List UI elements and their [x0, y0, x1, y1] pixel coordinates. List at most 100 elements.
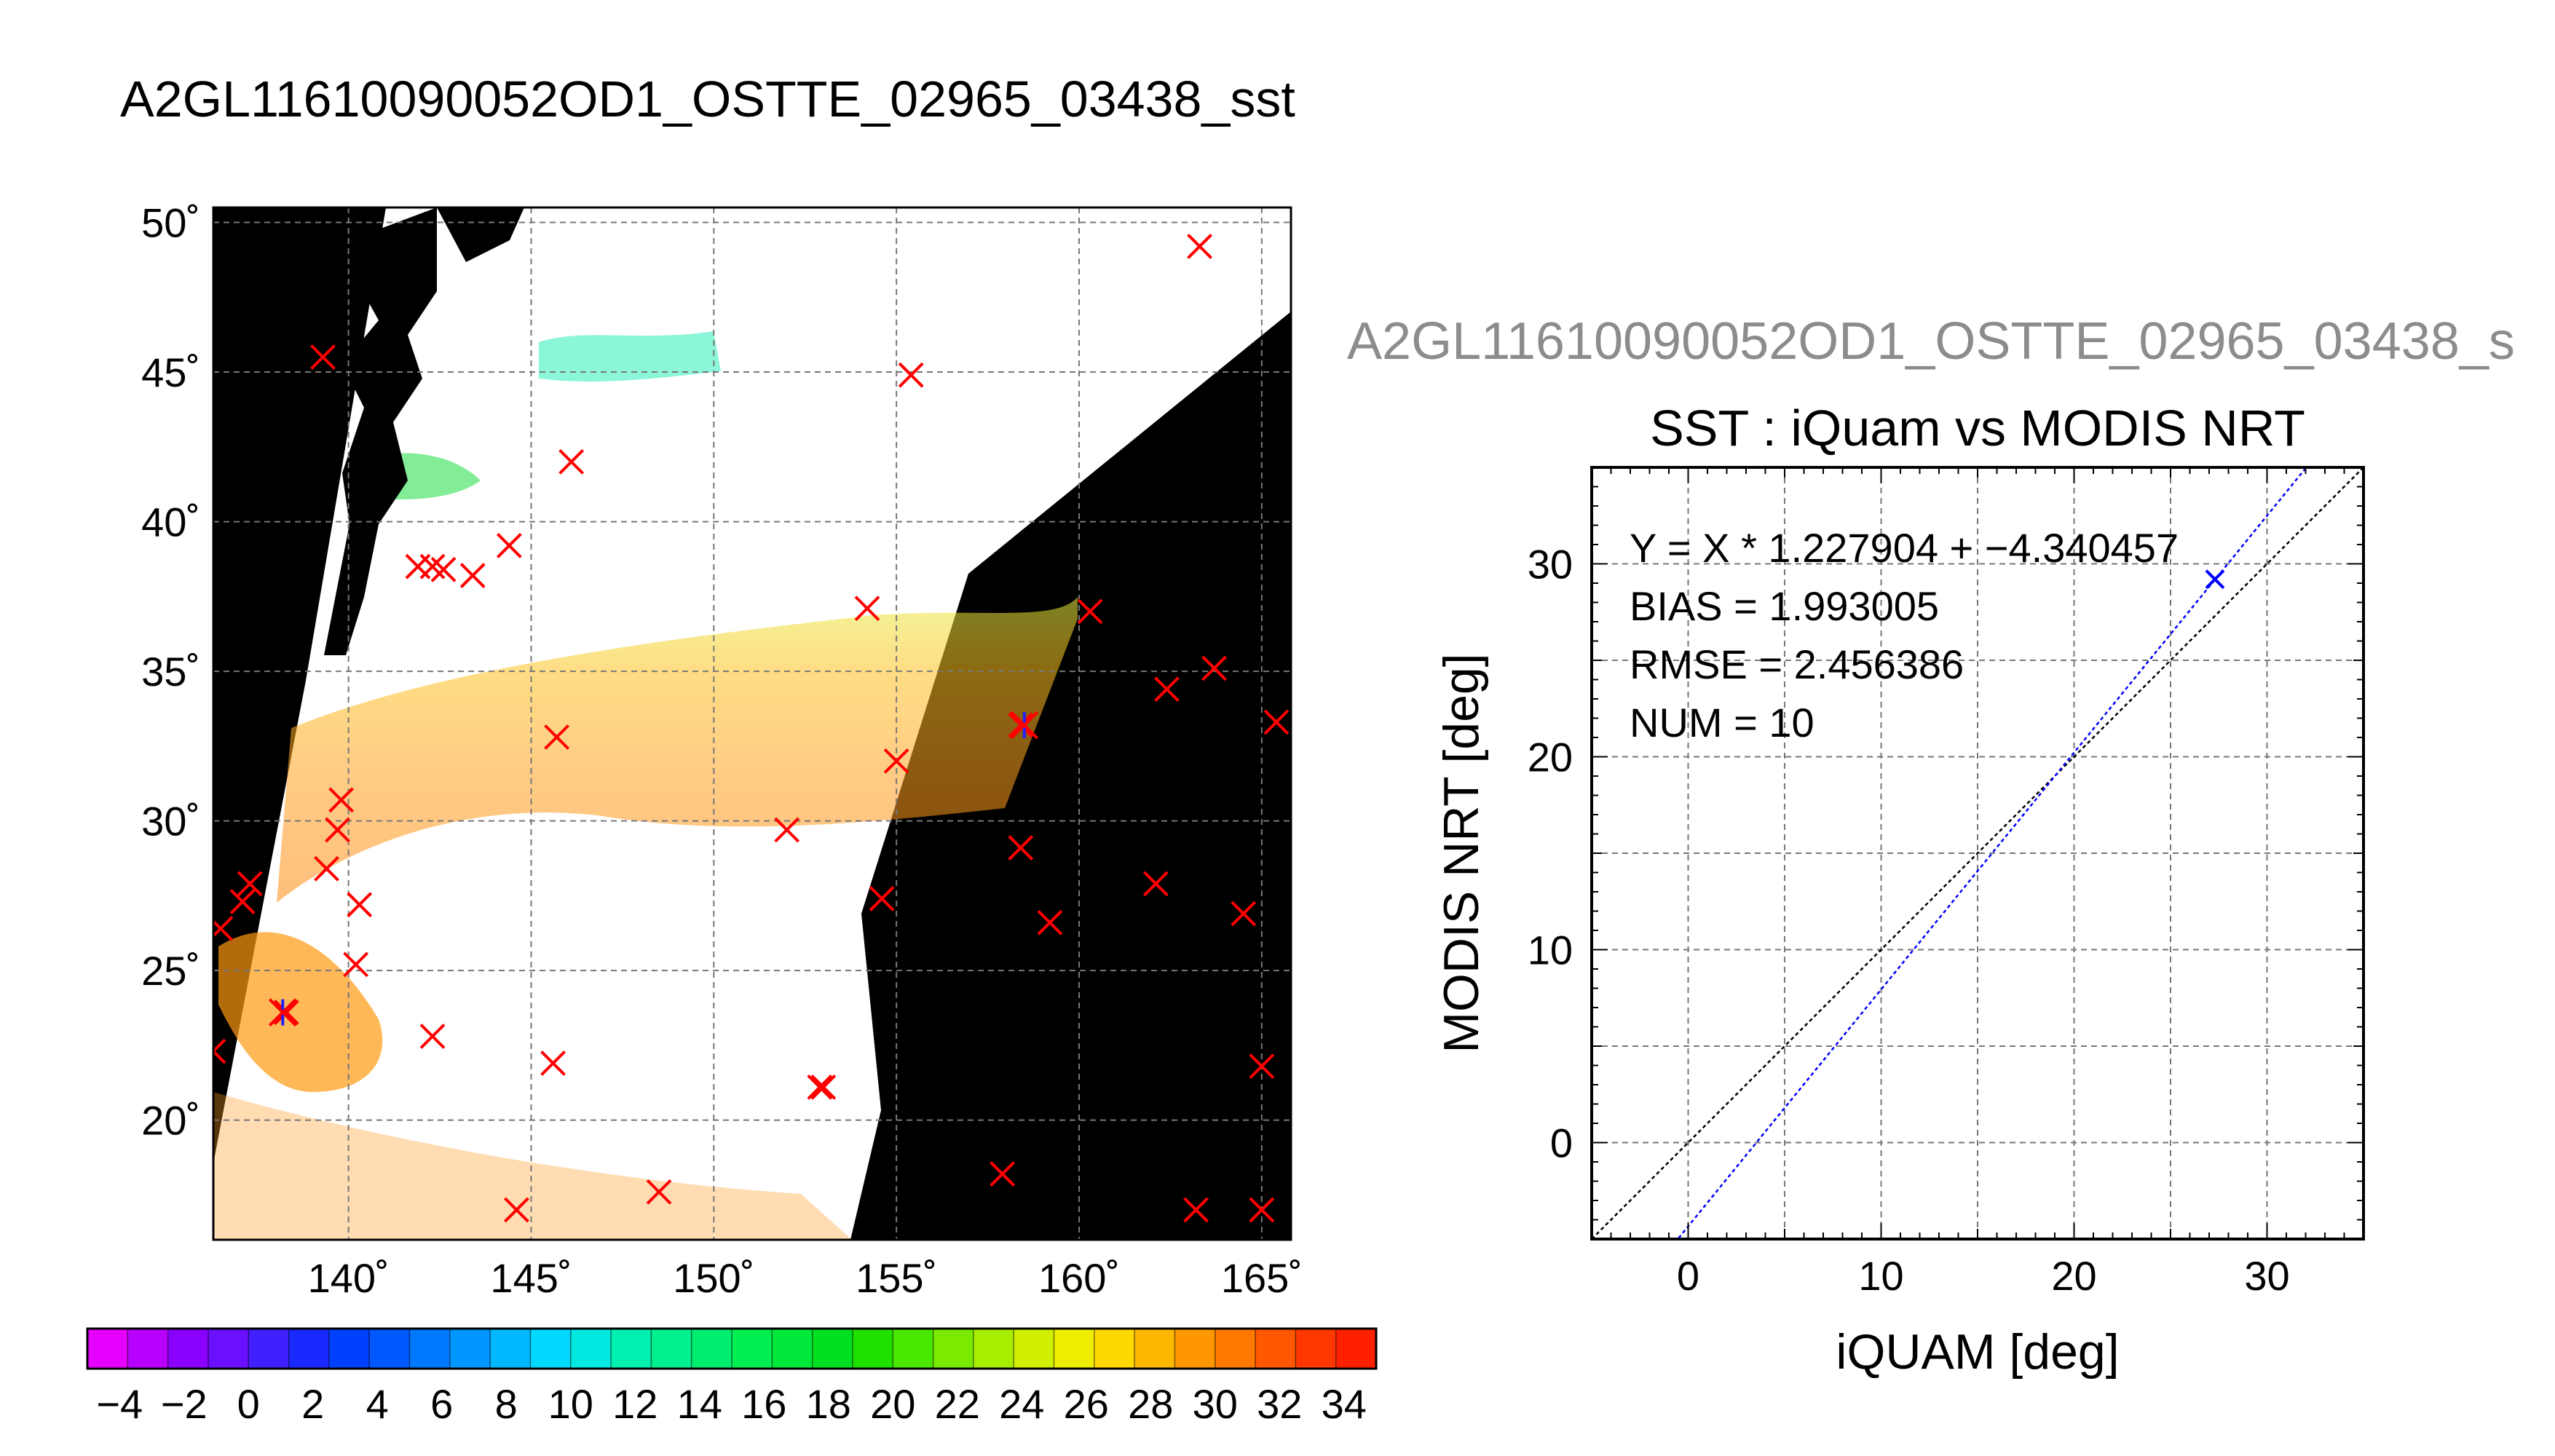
scatter-x-tick-label: 20 [2051, 1253, 2096, 1299]
marker-stroke [325, 817, 350, 843]
colorbar-tick-label: 26 [1064, 1381, 1109, 1427]
marker-stroke [1142, 871, 1169, 897]
map-frame [212, 206, 1292, 1241]
marker-stroke [1249, 1197, 1275, 1223]
x-axis-label: iQUAM [deg] [1836, 1324, 2119, 1380]
colorbar-tick-label: 0 [237, 1381, 260, 1427]
scatter-annotations: Y = X * 1.227904 + −4.340457 BIAS = 1.993… [1630, 525, 2179, 745]
marker-stroke [990, 1161, 1016, 1187]
warm-coastal-region [218, 932, 383, 1092]
colorbar-segment [1134, 1329, 1175, 1369]
sst-map [213, 207, 1291, 1240]
scatter-point [2205, 569, 2225, 590]
colorbar-segment [893, 1329, 934, 1369]
red-matchup-marker [1201, 655, 1228, 681]
scatter-y-tick-label: 20 [1528, 735, 1573, 780]
colorbar-tick-label: 18 [806, 1381, 851, 1427]
colorbar-segment [127, 1329, 169, 1369]
red-matchup-marker [430, 556, 457, 582]
colorbar-segment [732, 1329, 773, 1369]
marker-stroke [774, 817, 800, 843]
marker-stroke [213, 1038, 226, 1053]
colorbar-segment [651, 1329, 692, 1369]
red-matchup-marker [1008, 712, 1034, 738]
red-matchup-marker [774, 817, 800, 843]
map-grid [213, 207, 1291, 1240]
marker-stroke [213, 1049, 226, 1064]
marker-stroke [1263, 709, 1290, 735]
marker-stroke [237, 871, 263, 897]
colorbar-tick-label: 30 [1193, 1381, 1238, 1427]
red-matchup-marker [1037, 909, 1063, 935]
colorbar-segment [1054, 1329, 1095, 1369]
map-x-tick-label: 145˚ [490, 1255, 572, 1301]
land-mass-north [437, 207, 524, 262]
colorbar-segment [933, 1329, 974, 1369]
marker-stroke [328, 787, 355, 813]
colorbar-segment [167, 1329, 209, 1369]
red-matchup-marker [810, 1074, 837, 1100]
colorbar-segment [1295, 1329, 1337, 1369]
colorbar-tick-label: 4 [366, 1381, 389, 1427]
scatter-lines [1592, 467, 2364, 1239]
scatter-y-tick-label: 30 [1528, 542, 1573, 587]
marker-stroke [1037, 909, 1063, 935]
red-matchup-marker [343, 951, 369, 978]
point-stroke [2205, 569, 2225, 590]
colorbar-segment [852, 1329, 893, 1369]
y-axis-label: MODIS NRT [deg] [1434, 653, 1489, 1053]
marker-stroke [544, 724, 570, 750]
red-matchup-marker [213, 1038, 226, 1064]
marker-stroke [1201, 655, 1228, 681]
warm-southern-region [213, 1092, 852, 1240]
red-matchup-marker [1249, 1053, 1275, 1080]
map-y-tick-label: 25˚ [141, 948, 200, 994]
red-matchup-marker [229, 889, 256, 914]
marker-stroke [268, 998, 297, 1027]
marker-stroke [810, 1074, 837, 1100]
red-matchup-marker [459, 563, 486, 588]
colorbar-segment [1014, 1329, 1054, 1369]
map-x-tick-label: 150˚ [673, 1255, 754, 1301]
marker-stroke [343, 951, 369, 978]
red-matchup-marker [314, 855, 339, 882]
map-y-tick-label: 45˚ [141, 349, 200, 395]
blue-matchup-marker [1010, 711, 1039, 740]
colorbar-tick-label: 2 [301, 1381, 324, 1427]
marker-stroke [419, 553, 446, 579]
marker-stroke [558, 448, 585, 475]
blue-matchup-marker [268, 998, 297, 1027]
colorbar-tick-label: 14 [677, 1381, 722, 1427]
scatter-annotation: BIAS = 1.993005 [1630, 583, 1939, 629]
map-y-tick-label: 40˚ [141, 499, 200, 545]
colorbar-segment [812, 1329, 853, 1369]
red-matchup-markers [213, 234, 1290, 1223]
colorbar-tick-labels: −4 −2 0 2 4 6 8 10 12 14 16 18 20 22 24 26 28 30 32 34 [96, 1381, 1367, 1427]
marker-stroke [646, 1179, 672, 1205]
colorbar-segment [570, 1329, 612, 1369]
colorbar [86, 1327, 1378, 1370]
marker-stroke [1154, 676, 1180, 703]
marker-stroke [1008, 835, 1034, 860]
scatter-annotation: Y = X * 1.227904 + −4.340457 [1630, 525, 2179, 571]
land-mass [313, 207, 437, 655]
marker-stroke [459, 563, 486, 588]
colorbar-tick-label: 8 [495, 1381, 518, 1427]
colorbar-segment [973, 1329, 1014, 1369]
colorbar-segment [1215, 1329, 1256, 1369]
red-matchup-marker [558, 448, 585, 475]
red-matchup-marker [1008, 835, 1034, 860]
scatter-x-tick-label: 30 [2244, 1253, 2289, 1299]
marker-stroke [213, 916, 234, 938]
red-matchup-marker [213, 916, 234, 941]
colorbar-tick-label: 16 [741, 1381, 786, 1427]
marker-stroke [273, 1000, 299, 1026]
scatter-grid [1592, 467, 2364, 1239]
colorbar-tick-label: 28 [1128, 1381, 1173, 1427]
marker-stroke [314, 855, 339, 882]
scatter-y-tick-label: 10 [1528, 927, 1573, 973]
cool-water-patch [539, 331, 721, 382]
red-matchup-marker [1249, 1197, 1275, 1223]
colorbar-segment [409, 1329, 451, 1369]
